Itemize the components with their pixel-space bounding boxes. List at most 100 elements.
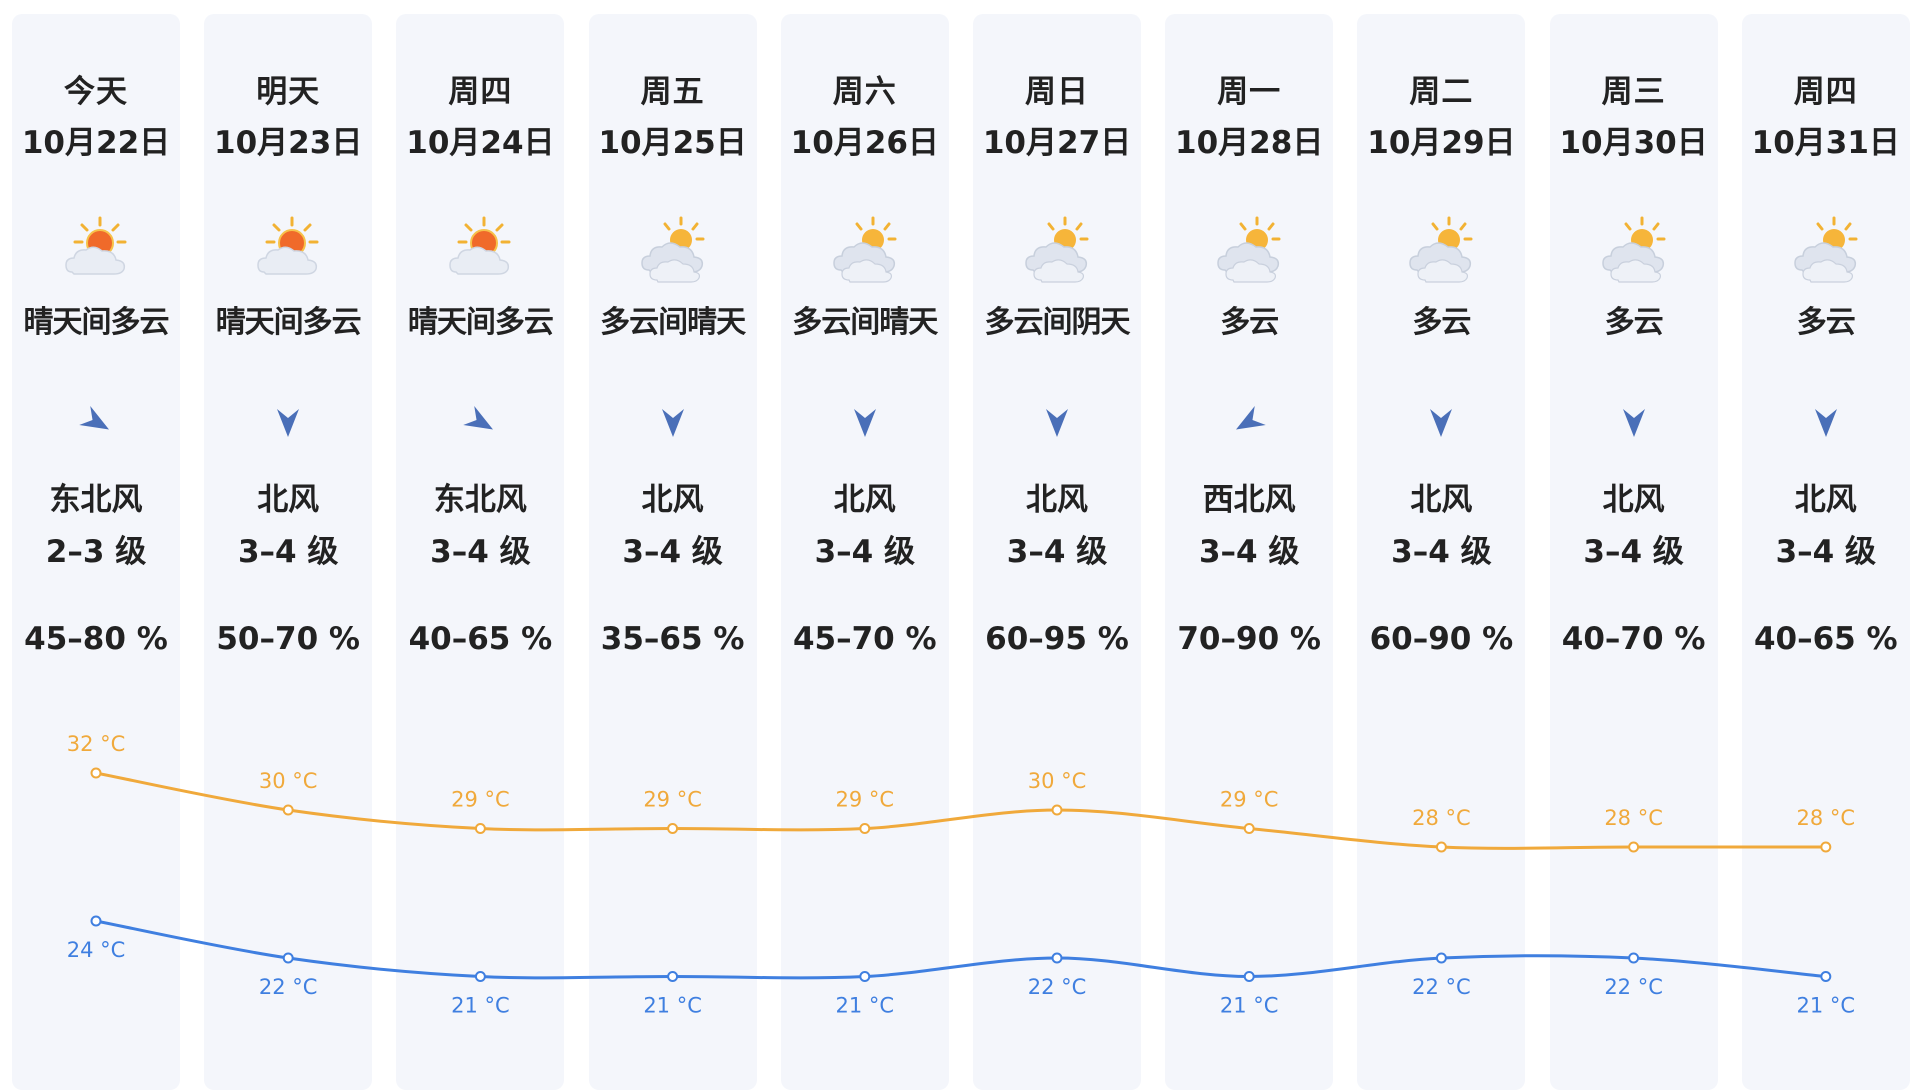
weather-icon-wrap xyxy=(254,214,324,284)
weekday-label: 周四 xyxy=(1793,74,1858,110)
wind-level-label: 3–4 级 xyxy=(1006,534,1108,570)
wind-arrow-wrap xyxy=(1614,402,1654,442)
wind-arrow-wrap xyxy=(1229,402,1269,442)
weekday-label: 周四 xyxy=(448,74,513,110)
day-column: 周日 10月27日 多云间阴天北风 3–4 级 60–95 % xyxy=(973,14,1141,1090)
wind-arrow-wrap xyxy=(1806,402,1846,442)
sun-cloud-icon xyxy=(65,216,127,275)
humidity-label: 60–95 % xyxy=(985,621,1129,657)
wind-direction-label: 北风 xyxy=(641,482,704,518)
date-label: 10月31日 xyxy=(1751,125,1900,161)
weekday-label: 今天 xyxy=(64,74,128,110)
date-label: 10月28日 xyxy=(1175,125,1324,161)
condition-label: 晴天间多云 xyxy=(23,305,170,340)
weather-icon-wrap xyxy=(1023,214,1093,284)
arrow-northeast-icon xyxy=(463,405,494,430)
cloud-sun-icon xyxy=(1217,216,1281,283)
condition-label: 多云 xyxy=(1220,305,1279,340)
wind-direction-label: 北风 xyxy=(833,482,896,518)
day-column: 周三 10月30日 多云 北风 3–4 级 40–70 % xyxy=(1549,14,1718,1090)
wind-direction-label: 北风 xyxy=(1026,482,1088,518)
weather-icon-wrap xyxy=(1407,214,1477,284)
date-label: 10月26日 xyxy=(790,125,939,161)
arrow-north-icon xyxy=(1430,409,1453,437)
arrow-north-icon xyxy=(1046,409,1068,437)
cloud-sun-icon xyxy=(833,216,897,283)
condition-label: 多云 xyxy=(1412,305,1471,340)
condition-label: 晴天间多云 xyxy=(407,305,554,340)
date-label: 10月27日 xyxy=(982,125,1132,161)
humidity-label: 50–70 % xyxy=(216,621,360,657)
arrow-north-icon xyxy=(661,409,684,437)
cloud-sun-icon xyxy=(1409,216,1473,283)
humidity-label: 45–80 % xyxy=(24,621,168,657)
weather-icon-wrap xyxy=(1792,214,1862,284)
day-column: 周五 10月25日 多云间晴天 北风 3–4 级 35–65 % xyxy=(588,14,757,1090)
weather-icon-wrap xyxy=(639,214,709,284)
arrow-northwest-icon xyxy=(1236,405,1266,430)
wind-arrow-wrap xyxy=(460,402,500,442)
arrow-north-icon xyxy=(1622,409,1645,437)
weather-icon-wrap xyxy=(62,214,132,284)
wind-direction-label: 北风 xyxy=(1602,482,1665,518)
condition-label: 晴天间多云 xyxy=(215,305,362,340)
weekday-label: 明天 xyxy=(256,74,321,110)
sun-cloud-icon xyxy=(257,216,319,275)
condition-label: 多云 xyxy=(1796,305,1856,340)
wind-level-label: 3–4 级 xyxy=(814,534,916,570)
wind-level-label: 3–4 级 xyxy=(1391,534,1492,570)
wind-arrow-wrap xyxy=(1037,402,1077,442)
cloud-sun-icon xyxy=(640,216,705,283)
arrow-northeast-icon xyxy=(79,405,109,430)
weather-icon-wrap xyxy=(1215,214,1285,284)
weather-icon-wrap xyxy=(831,214,901,284)
weekday-label: 周五 xyxy=(640,74,705,110)
day-column: 今天 10月22日 晴天间多云 东北风 2–3 级 45–80 % xyxy=(12,14,180,1090)
sun-cloud-icon xyxy=(449,216,511,275)
wind-level-label: 3–4 级 xyxy=(430,534,531,570)
day-column: 周六 10月26日 多云间晴天北风 3–4 级 45–70 % xyxy=(780,14,949,1090)
weekday-label: 周二 xyxy=(1409,74,1474,110)
wind-direction-label: 北风 xyxy=(1410,482,1473,518)
condition-label: 多云间晴天 xyxy=(792,305,938,340)
cloud-sun-icon xyxy=(1601,216,1666,283)
humidity-label: 45–70 % xyxy=(792,621,937,657)
wind-direction-label: 东北风 xyxy=(433,482,527,518)
humidity-label: 40–65 % xyxy=(1753,621,1898,657)
day-column: 周一 10月28日 多云 西北风 3–4 级 70–90 % xyxy=(1165,14,1334,1090)
humidity-label: 60–90 % xyxy=(1369,621,1514,657)
date-label: 10月25日 xyxy=(598,125,747,161)
date-label: 10月24日 xyxy=(406,125,555,161)
wind-level-label: 3–4 级 xyxy=(1198,534,1300,570)
date-label: 10月29日 xyxy=(1367,125,1516,161)
weekday-label: 周六 xyxy=(832,74,897,110)
wind-level-label: 3–4 级 xyxy=(1583,534,1684,570)
cloud-sun-icon xyxy=(1025,216,1089,283)
wind-level-label: 3–4 级 xyxy=(1775,534,1877,570)
arrow-north-icon xyxy=(277,409,300,437)
condition-label: 多云间阴天 xyxy=(984,305,1131,340)
weekday-label: 周日 xyxy=(1025,74,1089,110)
weather-icon-wrap xyxy=(446,214,516,284)
wind-arrow-wrap xyxy=(1421,402,1461,442)
wind-direction-label: 北风 xyxy=(257,482,320,518)
weather-icon-wrap xyxy=(1600,214,1670,284)
day-column: 周四 10月24日 晴天间多云东北风 3–4 级 40–65 % xyxy=(396,14,565,1090)
arrow-north-icon xyxy=(1814,409,1837,437)
humidity-label: 40–65 % xyxy=(408,621,553,657)
wind-direction-label: 北风 xyxy=(1794,482,1857,518)
weekday-label: 周一 xyxy=(1217,74,1282,110)
condition-label: 多云间晴天 xyxy=(600,305,746,340)
wind-arrow-wrap xyxy=(845,402,885,442)
condition-label: 多云 xyxy=(1604,305,1664,340)
humidity-label: 40–70 % xyxy=(1561,621,1706,657)
wind-arrow-wrap xyxy=(653,402,693,442)
humidity-label: 35–65 % xyxy=(600,621,745,657)
day-column: 周四 10月31日 多云北风 3–4 级 40–65 % xyxy=(1741,14,1910,1090)
date-label: 10月22日 xyxy=(21,125,171,161)
day-column: 明天 10月23日 晴天间多云 北风 3–4 级 50–70 % xyxy=(204,14,373,1090)
date-label: 10月23日 xyxy=(214,125,363,161)
date-label: 10月30日 xyxy=(1559,125,1708,161)
wind-arrow-wrap xyxy=(268,402,308,442)
